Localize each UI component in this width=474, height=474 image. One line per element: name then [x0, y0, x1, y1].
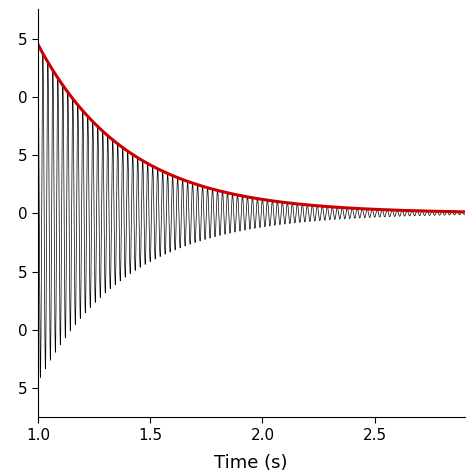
- X-axis label: Time (s): Time (s): [214, 454, 288, 472]
